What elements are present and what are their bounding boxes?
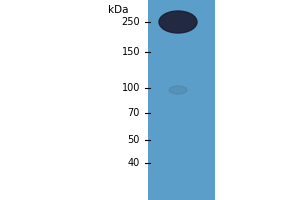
Text: 70: 70 [128, 108, 140, 118]
Ellipse shape [159, 11, 197, 33]
Bar [148, 0, 215, 200]
Text: 40: 40 [128, 158, 140, 168]
Text: 50: 50 [128, 135, 140, 145]
Ellipse shape [169, 86, 187, 94]
Text: 100: 100 [122, 83, 140, 93]
Text: 150: 150 [122, 47, 140, 57]
Text: kDa: kDa [108, 5, 128, 15]
Text: 250: 250 [122, 17, 140, 27]
